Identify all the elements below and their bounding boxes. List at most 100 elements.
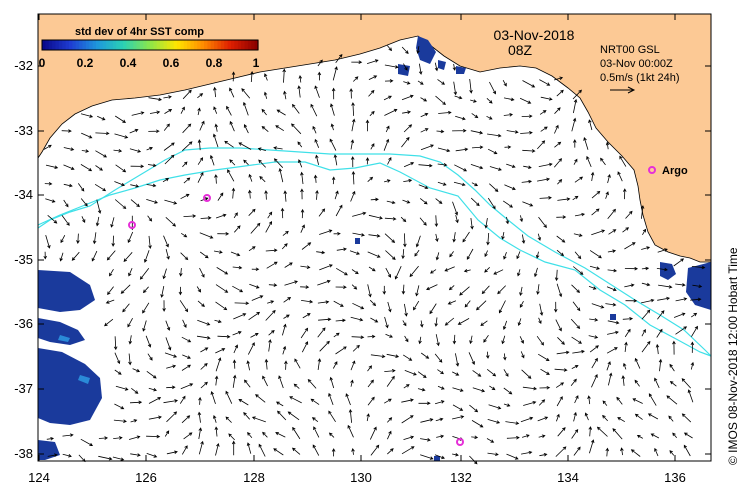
current-arrow	[656, 328, 663, 338]
current-arrow	[113, 148, 123, 153]
current-arrow	[261, 125, 269, 133]
current-arrow	[297, 85, 301, 98]
current-arrow	[505, 216, 510, 225]
current-arrow	[555, 446, 567, 457]
current-arrow	[229, 120, 235, 132]
colorbar-segment	[116, 40, 121, 50]
current-arrow	[675, 297, 688, 302]
current-arrow	[470, 130, 484, 135]
current-arrow	[300, 188, 304, 200]
current-arrow	[452, 201, 458, 216]
current-arrow	[312, 444, 320, 456]
current-arrow	[419, 217, 427, 226]
current-arrow	[162, 178, 170, 183]
current-arrow	[506, 163, 516, 168]
current-arrow	[80, 198, 88, 207]
current-arrow	[248, 189, 252, 199]
current-arrow	[557, 337, 565, 345]
current-arrow	[402, 199, 411, 204]
current-arrow	[370, 143, 375, 150]
current-arrow	[165, 337, 172, 351]
current-arrow	[607, 268, 618, 273]
current-arrow	[45, 198, 56, 203]
current-arrow	[261, 108, 267, 116]
current-arrow	[62, 433, 74, 437]
colorbar-tick: 1	[253, 56, 260, 70]
colorbar-segment	[136, 40, 141, 50]
current-arrow	[333, 154, 338, 166]
current-arrow	[617, 417, 626, 423]
current-arrow	[180, 193, 190, 200]
current-arrow	[268, 339, 272, 352]
current-arrow	[243, 159, 249, 166]
x-tick-label: 126	[135, 470, 157, 485]
colorbar-segment	[166, 40, 171, 50]
current-arrow	[351, 118, 356, 132]
current-arrow	[215, 301, 228, 311]
current-arrow	[336, 247, 347, 252]
current-arrow	[365, 157, 370, 165]
current-arrow	[92, 232, 97, 245]
current-arrow	[520, 351, 525, 359]
current-arrow	[164, 108, 173, 114]
current-arrow	[350, 139, 355, 150]
argo-float-marker[interactable]	[128, 221, 136, 229]
current-arrow	[641, 340, 651, 353]
colorbar-segment	[163, 40, 168, 50]
current-arrow	[302, 313, 311, 319]
current-arrow	[278, 167, 284, 183]
current-arrow	[554, 269, 559, 282]
current-arrow	[162, 300, 166, 312]
current-arrow	[384, 64, 399, 69]
current-arrow	[287, 411, 300, 421]
current-arrow	[298, 159, 303, 168]
current-arrow	[316, 250, 326, 255]
current-arrow	[249, 283, 260, 289]
argo-float-marker[interactable]	[456, 438, 464, 446]
current-arrow	[214, 319, 222, 324]
current-arrow	[624, 341, 628, 352]
current-arrow	[429, 303, 437, 315]
argo-float-marker[interactable]	[203, 194, 211, 202]
current-arrow	[589, 439, 595, 454]
current-arrow	[572, 349, 585, 354]
current-arrow	[284, 262, 293, 268]
colorbar-segment	[183, 40, 188, 50]
current-arrow	[447, 300, 457, 305]
colorbar-segment	[123, 40, 127, 50]
current-arrow	[519, 336, 524, 344]
current-arrow	[452, 334, 457, 345]
current-arrow	[197, 157, 204, 165]
current-arrow	[182, 141, 193, 151]
current-arrow	[574, 176, 584, 183]
colorbar-tick: 0.4	[120, 56, 137, 70]
current-arrow	[46, 437, 55, 441]
current-arrow	[215, 213, 227, 219]
current-arrow	[251, 295, 264, 301]
current-arrow	[301, 242, 312, 250]
current-arrow	[591, 357, 598, 369]
current-arrow	[43, 251, 47, 260]
current-arrow	[404, 335, 409, 343]
current-arrow	[62, 453, 72, 458]
colorbar-segment	[129, 40, 134, 50]
current-arrow	[605, 447, 610, 457]
current-arrow	[128, 335, 133, 345]
current-arrow	[517, 269, 521, 277]
current-arrow	[641, 309, 651, 320]
current-arrow	[231, 187, 236, 199]
current-arrow	[383, 95, 392, 101]
current-arrow	[181, 364, 192, 371]
current-arrow	[435, 334, 440, 347]
current-arrow	[319, 264, 333, 271]
current-arrow	[113, 419, 127, 423]
colorbar-segment	[187, 40, 192, 50]
current-arrow	[669, 450, 675, 456]
current-arrow	[197, 93, 204, 99]
current-arrow	[656, 267, 668, 272]
colorbar-segment	[52, 40, 57, 50]
current-arrow	[519, 286, 523, 296]
current-arrow	[145, 335, 152, 348]
current-arrow	[612, 428, 623, 440]
current-arrow	[352, 211, 367, 217]
